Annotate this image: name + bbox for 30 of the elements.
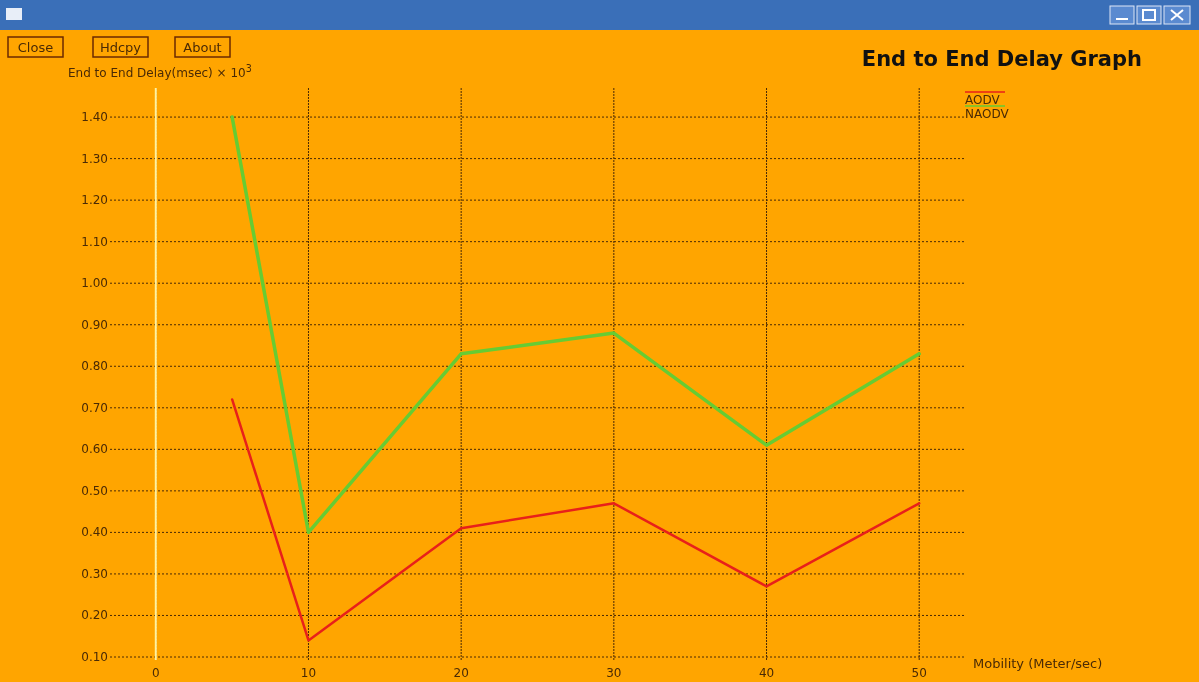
y-tick-label: 0.70 — [81, 400, 108, 415]
y-axis-title: End to End Delay(msec) × 10$^{3}$ — [68, 62, 252, 80]
x-tick-label: 20 — [453, 666, 469, 680]
y-tick-label: 0.60 — [81, 442, 108, 457]
x-tick-label: 0 — [151, 666, 160, 680]
text: Close — [17, 40, 54, 55]
x-axis-title: Mobility (Meter/sec) — [973, 656, 1103, 671]
y-tick-label: 1.10 — [81, 234, 108, 249]
y-tick-label: 0.90 — [81, 317, 108, 332]
line-series — [230, 398, 921, 642]
x-tick-label: 10 — [300, 666, 317, 680]
y-tick-label: 0.10 — [81, 650, 108, 664]
y-tick-label: 0.50 — [81, 483, 108, 498]
y-tick-label: 1.40 — [81, 110, 108, 125]
y-tick-label: 0.40 — [81, 525, 108, 540]
chart-title: End to End Delay Graph — [861, 47, 1142, 71]
text: Hdcpy — [99, 40, 142, 55]
text: About — [183, 40, 222, 55]
legend-label: NAODV — [965, 107, 1010, 121]
x-tick-label: 50 — [911, 666, 927, 680]
line-series — [230, 115, 921, 535]
legend-label: AODV — [965, 93, 1001, 107]
y-tick-label: 1.20 — [81, 193, 108, 208]
y-tick-label: 1.00 — [81, 276, 108, 291]
y-tick-label: 0.20 — [81, 608, 108, 623]
y-tick-label: 1.30 — [81, 151, 108, 166]
x-tick-label: 40 — [758, 666, 775, 680]
y-tick-label: 0.80 — [81, 359, 108, 374]
x-tick-label: 30 — [606, 666, 622, 680]
y-tick-label: 0.30 — [81, 566, 108, 581]
